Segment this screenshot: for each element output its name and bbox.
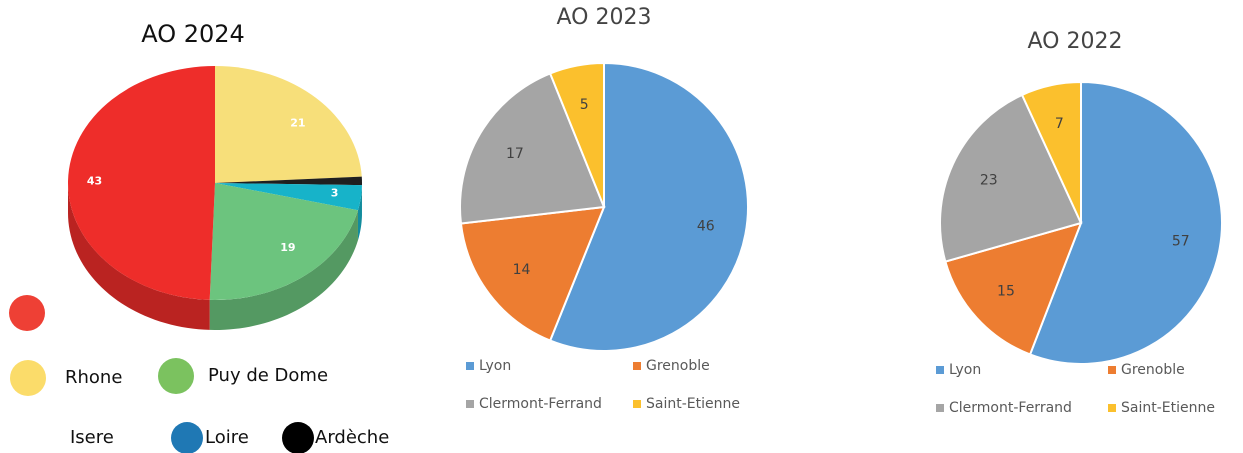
legend-marker: [466, 362, 474, 370]
data-label: 15: [997, 283, 1015, 299]
slice: [1020, 80, 1082, 224]
legend-marker: [936, 404, 944, 412]
data-label: 14: [513, 262, 531, 278]
legend-label: Puy de Dome: [208, 365, 328, 386]
slice: [459, 72, 606, 225]
slice: [215, 66, 362, 183]
slice: [459, 205, 606, 342]
legend-label: Clermont-Ferrand: [949, 400, 1072, 416]
data-label: 5: [580, 97, 589, 113]
legend-marker: [466, 400, 474, 408]
legend-label: Saint-Etienne: [1121, 400, 1215, 416]
slice: [67, 66, 215, 300]
chart-title: AO 2023: [557, 5, 652, 30]
slice: [944, 221, 1083, 356]
data-label: 43: [87, 175, 102, 188]
legend-label: Clermont-Ferrand: [479, 396, 602, 412]
legend-label: Isere: [70, 427, 114, 448]
data-label: 23: [980, 173, 998, 189]
chart-title: AO 2024: [141, 20, 245, 48]
slice: [215, 176, 362, 186]
legend-label: Lyon: [949, 362, 981, 378]
slice: [209, 183, 358, 300]
slice-side: [68, 183, 210, 330]
legend-marker: [282, 422, 314, 453]
slice: [548, 61, 605, 208]
legend-label: Loire: [205, 427, 249, 448]
legend-marker: [1108, 404, 1116, 412]
legend-marker: [936, 366, 944, 374]
legend-label: Grenoble: [646, 358, 710, 374]
data-label: 7: [1055, 116, 1064, 132]
legend-label: Saint-Etienne: [646, 396, 740, 412]
data-label: 19: [280, 241, 295, 254]
legend-label: Lyon: [479, 358, 511, 374]
legend-marker: [10, 360, 46, 396]
data-label: 17: [506, 146, 524, 162]
legend-marker: [9, 295, 45, 331]
slice-side: [209, 210, 358, 330]
legend-label: Ardèche: [315, 427, 389, 448]
chart-title: AO 2022: [1028, 29, 1123, 54]
data-label: 21: [290, 117, 305, 130]
legend-marker: [171, 422, 203, 453]
legend-marker: [633, 400, 641, 408]
slice: [1028, 80, 1223, 365]
slice: [215, 183, 362, 211]
legend-marker: [158, 358, 194, 394]
legend-label: Rhone: [65, 367, 122, 388]
legend-marker: [1108, 366, 1116, 374]
legend-marker: [633, 362, 641, 370]
legend-label: Grenoble: [1121, 362, 1185, 378]
slice-side: [357, 185, 362, 241]
slice: [548, 61, 749, 352]
data-label: 3: [331, 186, 339, 199]
slice: [939, 93, 1083, 263]
data-label: 46: [697, 219, 715, 235]
data-label: 57: [1172, 234, 1190, 250]
